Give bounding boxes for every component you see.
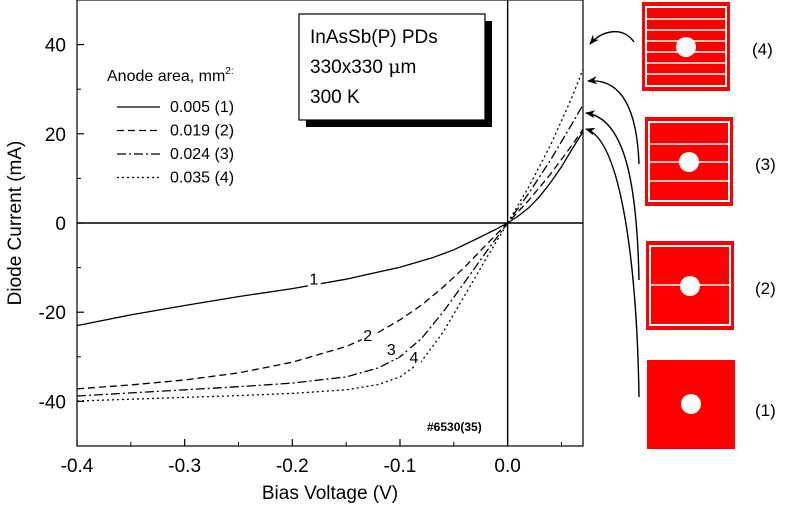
series-group <box>76 68 584 402</box>
series-line-2 <box>76 128 584 390</box>
diagram-4-label: (4) <box>752 40 773 59</box>
y-tick-label: -40 <box>39 392 66 413</box>
legend-label-1: 0.005 (1) <box>170 99 234 116</box>
x-axis: -0.4 -0.3 -0.2 -0.1 0.0 <box>61 439 562 477</box>
legend: Anode area, mm2: 0.005 (1) 0.019 (2) 0.024… <box>107 66 234 187</box>
curve-label-3: 3 <box>387 342 396 359</box>
info-line-3: 300 K <box>310 87 360 108</box>
arrow-1 <box>585 127 640 398</box>
x-tick-label: -0.4 <box>61 456 94 477</box>
legend-title-superscript: 2: <box>225 66 233 77</box>
diagram-3-contact <box>679 152 699 172</box>
y-axis: -40 -20 0 20 40 <box>39 0 84 447</box>
legend-label-4: 0.035 (4) <box>170 170 234 187</box>
diagram-4-contact <box>676 37 696 57</box>
legend-entries: 0.005 (1) 0.019 (2) 0.024 (3) 0.035 (4) <box>117 99 234 187</box>
legend-label-3: 0.024 (3) <box>170 146 234 163</box>
arrow-3 <box>587 76 640 165</box>
curve-label-bg <box>385 340 399 359</box>
sample-id: #6530(35) <box>427 420 482 434</box>
diagram-2-contact <box>680 276 700 296</box>
x-tick-label: 0.0 <box>494 456 520 477</box>
diagram-2-label: (2) <box>755 279 776 298</box>
curve-label-4: 4 <box>410 350 419 367</box>
info-line-2: 330x330 μm <box>310 56 416 78</box>
arrow-2 <box>585 110 640 281</box>
diagram-3-label: (3) <box>755 155 776 174</box>
x-tick-label: -0.3 <box>168 456 201 477</box>
curve-label-bg <box>307 269 321 288</box>
info-line-2-part: m <box>401 57 417 78</box>
x-tick-label: -0.2 <box>276 456 309 477</box>
diagram-1-contact <box>681 394 701 414</box>
electrode-diagrams: (4) (3) (2) (1) <box>642 2 776 449</box>
y-axis-title: Diode Current (mA) <box>5 141 26 306</box>
y-tick-label: 40 <box>45 36 66 57</box>
series-line-1 <box>76 131 584 327</box>
info-box-frame <box>298 13 486 121</box>
curve-label-1: 1 <box>309 272 318 289</box>
diagram-1-label: (1) <box>755 401 776 420</box>
diagram-3 <box>645 117 733 206</box>
series-line-3 <box>76 104 584 397</box>
arrows <box>585 31 640 398</box>
curve-label-2: 2 <box>363 328 372 345</box>
y-tick-label: 0 <box>55 214 66 235</box>
diagram-1 <box>647 360 735 449</box>
curve-label-bg <box>407 348 421 367</box>
info-line-1: InAsSb(P) PDs <box>310 27 438 48</box>
legend-label-2: 0.019 (2) <box>170 123 234 140</box>
legend-title: Anode area, mm2: <box>107 66 234 85</box>
diagram-4 <box>642 2 730 91</box>
series-line-4 <box>76 68 584 402</box>
diagram-4-frame <box>645 6 727 87</box>
x-tick-label: -0.1 <box>384 456 417 477</box>
curve-label-bg <box>361 326 375 345</box>
legend-title-text: Anode area, mm <box>107 68 225 85</box>
info-line-2-part: 330x330 <box>310 57 388 78</box>
x-axis-title: Bias Voltage (V) <box>262 483 398 504</box>
y-tick-label: -20 <box>39 303 66 324</box>
info-line-2-mu: μ <box>388 56 400 78</box>
arrow-4 <box>589 31 635 45</box>
curve-labels: 1 23 4 <box>307 269 421 367</box>
info-box: InAsSb(P) PDs 330x330 μm 300 K <box>298 13 492 127</box>
y-tick-label: 20 <box>45 125 66 146</box>
diagram-2 <box>646 241 734 330</box>
